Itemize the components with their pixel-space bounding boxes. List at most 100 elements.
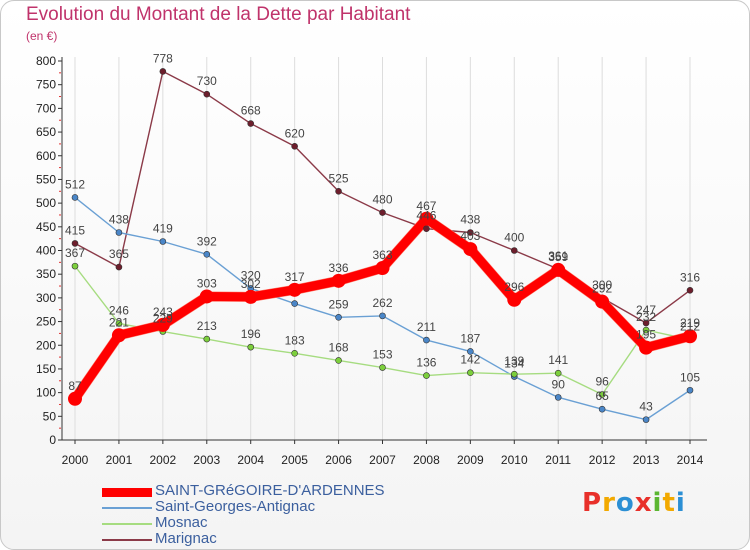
series-marker [379, 209, 386, 216]
x-tick-label: 2012 [589, 453, 616, 467]
series-marker [71, 240, 79, 247]
data-label: 213 [197, 319, 217, 333]
data-label: 336 [329, 261, 349, 275]
data-label: 302 [241, 277, 261, 291]
data-label: 438 [460, 212, 480, 226]
y-tick-label: 500 [36, 196, 56, 210]
series-marker [467, 229, 474, 236]
data-label: 361 [548, 249, 568, 263]
y-tick-label: 550 [36, 172, 56, 186]
data-label: 243 [153, 305, 173, 319]
data-label: 467 [416, 199, 436, 213]
x-tick-label: 2005 [281, 453, 308, 467]
legend-item: Marignac [98, 530, 498, 548]
data-label: 247 [636, 303, 656, 317]
series-marker [331, 273, 346, 288]
series-marker [203, 90, 211, 98]
data-label: 183 [285, 333, 305, 347]
series-marker [507, 292, 522, 307]
logo-letter: x [634, 488, 653, 518]
data-label: 141 [548, 353, 568, 367]
data-label: 400 [504, 231, 524, 245]
x-tick-label: 2009 [457, 453, 484, 467]
x-tick-label: 2011 [545, 453, 571, 467]
x-tick-label: 2007 [369, 453, 396, 467]
data-label: 438 [109, 212, 129, 226]
data-label: 365 [109, 247, 129, 261]
series-marker [554, 394, 562, 401]
data-label: 367 [65, 246, 85, 260]
series-marker [423, 225, 430, 233]
series-marker [598, 391, 606, 398]
series-marker [598, 405, 606, 413]
y-tick-label: 300 [36, 291, 56, 305]
data-label: 303 [197, 276, 217, 290]
data-label: 168 [329, 340, 349, 354]
data-label: 778 [153, 51, 173, 65]
series-marker [155, 317, 170, 332]
data-labels: 87 221 243 303 302 317 336 363 467 403 296 359 292 19… [65, 51, 700, 413]
data-label: 525 [329, 171, 349, 185]
series-marker [642, 326, 650, 334]
legend-label: Mosnac [155, 514, 208, 531]
data-label: 246 [109, 303, 129, 317]
series-marker [335, 187, 342, 195]
data-label: 296 [504, 280, 524, 294]
series-marker [423, 336, 430, 344]
series-marker [379, 364, 386, 371]
logo-letter: i [652, 488, 663, 518]
data-label: 196 [241, 327, 261, 341]
data-label: 43 [639, 400, 653, 414]
data-label: 195 [636, 328, 656, 342]
x-tick-label: 2002 [150, 453, 177, 467]
y-tick-label: 50 [43, 409, 57, 423]
series-marker [423, 372, 430, 379]
series-marker [243, 289, 258, 304]
series-marker [642, 416, 650, 423]
data-label: 259 [329, 297, 349, 311]
legend-swatch [102, 523, 152, 525]
x-tick-label: 2000 [62, 453, 89, 467]
data-label: 87 [68, 379, 82, 393]
logo-letter: r [602, 488, 616, 518]
logo-letter: P [582, 488, 603, 518]
legend-label: Saint-Georges-Antignac [155, 498, 316, 515]
series-marker [595, 294, 610, 309]
data-label: 300 [592, 278, 612, 292]
data-label: 359 [548, 250, 568, 264]
series-marker [159, 68, 167, 75]
legend-item: Mosnac [98, 514, 498, 532]
data-label: 90 [552, 377, 566, 391]
y-tick-label: 250 [36, 315, 56, 329]
series-marker [467, 369, 474, 377]
data-label: 187 [460, 331, 480, 345]
y-tick-label: 0 [49, 433, 56, 447]
logo-letter: o [615, 488, 635, 518]
data-label: 136 [416, 356, 436, 370]
data-label: 730 [197, 74, 217, 88]
series-marker [291, 350, 298, 357]
data-label: 229 [153, 312, 173, 326]
data-label: 219 [680, 316, 700, 330]
logo-letter: t [662, 488, 676, 518]
data-label: 415 [65, 223, 85, 237]
data-label: 392 [197, 234, 217, 248]
series-marker [379, 312, 386, 320]
x-tick-label: 2010 [501, 453, 528, 467]
series-marker [199, 289, 214, 304]
x-tick-label: 2014 [677, 453, 704, 467]
x-tick-label: 2001 [106, 453, 133, 467]
series-marker [510, 370, 518, 378]
data-label: 317 [285, 270, 305, 284]
series-marker [554, 369, 562, 377]
legend-item: SAINT-GRéGOIRE-D'ARDENNES [98, 482, 498, 500]
data-label: 232 [636, 310, 656, 324]
axes: 0 50 100 150 200 250 300 350 400 450 500 550 600 650 7… [36, 54, 707, 467]
series-marker [71, 262, 79, 270]
y-tick-label: 200 [36, 338, 56, 352]
y-tick-label: 400 [36, 244, 56, 258]
chart-subtitle: (en €) [26, 29, 58, 43]
series-marker [247, 120, 255, 127]
data-label: 292 [592, 282, 612, 296]
